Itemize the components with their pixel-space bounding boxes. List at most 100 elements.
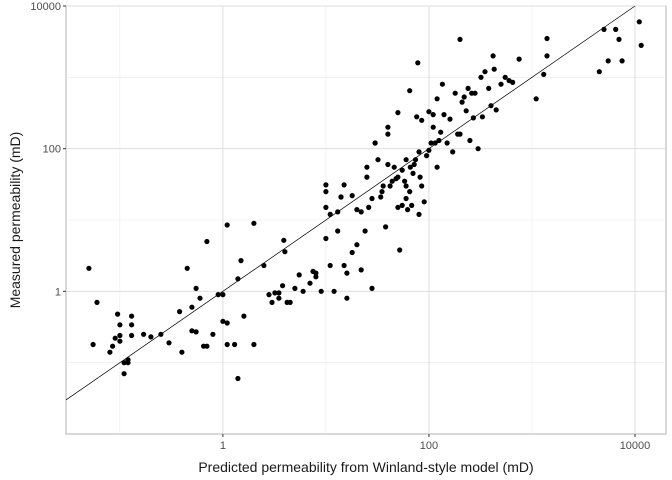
y-axis-title: Measured permeability (mD): [7, 132, 23, 309]
data-point: [323, 182, 329, 188]
data-point: [383, 224, 389, 230]
data-point: [125, 360, 131, 366]
data-point: [389, 178, 395, 184]
major-gridlines: [66, 5, 666, 434]
data-point: [414, 114, 420, 120]
data-point: [493, 107, 499, 113]
data-point: [411, 161, 417, 168]
data-point: [387, 183, 393, 189]
data-point: [407, 189, 413, 195]
data-point: [479, 114, 485, 120]
data-point: [407, 88, 413, 94]
data-point: [430, 124, 436, 130]
data-point: [220, 318, 226, 324]
data-point: [269, 299, 275, 305]
data-point: [407, 164, 413, 170]
data-point: [636, 19, 642, 25]
data-point: [323, 204, 329, 210]
data-point: [232, 341, 238, 348]
data-point: [482, 69, 488, 75]
data-point: [344, 295, 350, 301]
data-point: [335, 228, 341, 234]
data-point: [444, 140, 450, 146]
data-point: [261, 262, 267, 269]
data-point: [354, 242, 360, 248]
data-point: [450, 149, 456, 155]
data-point: [510, 79, 516, 85]
data-point: [601, 26, 607, 32]
y-tick-label: 100: [43, 144, 61, 156]
data-point: [432, 140, 438, 146]
data-point: [141, 331, 147, 337]
data-point: [117, 322, 123, 328]
data-point: [439, 81, 445, 87]
data-point: [544, 35, 550, 42]
data-point: [397, 247, 403, 253]
x-tick-label: 10000: [620, 440, 651, 452]
data-point: [364, 164, 370, 170]
data-point: [148, 334, 154, 340]
data-point: [201, 343, 207, 349]
data-point: [307, 280, 313, 286]
data-point: [235, 375, 241, 382]
data-point: [327, 211, 333, 217]
data-point: [331, 288, 337, 294]
x-tick-label: 100: [420, 440, 438, 452]
y-axis-ticks: 1 100 10000: [30, 1, 66, 298]
data-point: [344, 270, 350, 276]
data-point: [177, 309, 183, 315]
data-point: [338, 194, 344, 200]
data-point: [613, 26, 619, 32]
data-point: [405, 207, 411, 213]
data-point: [300, 288, 306, 294]
data-point: [502, 74, 508, 80]
data-point: [204, 238, 210, 245]
y-tick-label: 1: [55, 286, 61, 298]
data-point: [470, 115, 476, 121]
data-point: [281, 237, 287, 243]
data-point: [486, 85, 492, 91]
data-point: [224, 341, 230, 348]
data-point: [378, 194, 384, 200]
data-point: [419, 183, 425, 189]
data-point: [457, 131, 463, 137]
data-point: [395, 110, 401, 116]
data-point: [296, 272, 302, 278]
data-point: [379, 189, 385, 195]
data-point: [463, 108, 469, 114]
data-point: [541, 71, 547, 77]
data-point: [490, 53, 496, 59]
data-point: [533, 96, 539, 102]
data-point: [410, 170, 416, 176]
data-point: [266, 292, 272, 298]
data-point: [313, 270, 319, 276]
data-point: [369, 285, 375, 291]
data-point: [412, 157, 419, 163]
data-point: [287, 299, 293, 305]
data-point: [358, 267, 364, 273]
data-point: [241, 313, 247, 319]
data-point: [419, 117, 425, 123]
data-point: [282, 249, 288, 255]
data-point: [434, 96, 440, 102]
data-point: [215, 292, 221, 298]
data-point: [409, 202, 415, 208]
data-point: [327, 262, 333, 269]
data-point: [395, 204, 401, 210]
data-point: [158, 331, 164, 337]
data-point: [447, 116, 453, 122]
data-point: [358, 209, 364, 215]
x-tick-label: 1: [220, 440, 226, 452]
data-point: [516, 56, 522, 62]
data-point: [472, 90, 478, 96]
data-point: [354, 207, 360, 213]
data-point: [129, 322, 135, 328]
data-point: [430, 112, 436, 118]
data-point: [491, 66, 497, 72]
data-point: [416, 211, 422, 217]
data-point: [107, 349, 113, 355]
data-point: [467, 137, 473, 144]
data-point: [166, 340, 172, 346]
data-point: [193, 285, 199, 291]
data-point: [619, 58, 625, 64]
